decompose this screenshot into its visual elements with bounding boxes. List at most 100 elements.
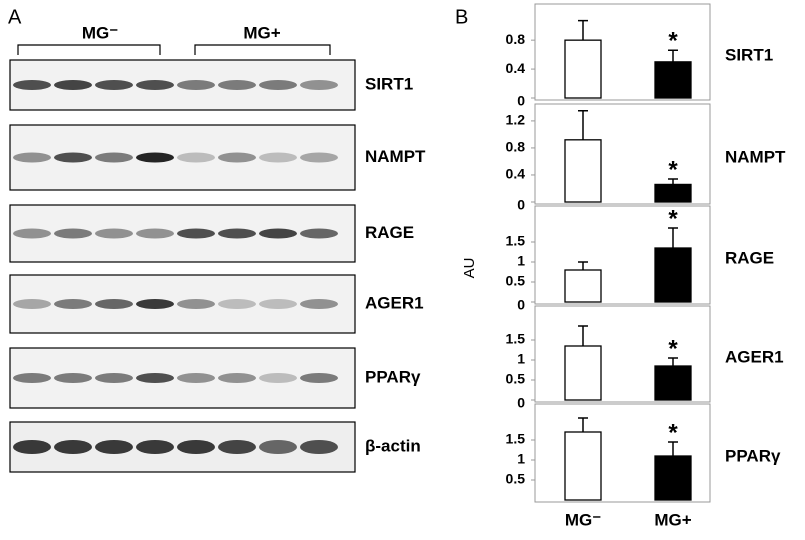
y-tick-label: 1.2 xyxy=(506,112,526,128)
y-tick-label: 1.5 xyxy=(506,331,526,347)
chart-label: SIRT1 xyxy=(725,45,773,64)
chart-label: PPARγ xyxy=(725,446,781,465)
group-bracket xyxy=(17,44,161,55)
chart-label: RAGE xyxy=(725,248,774,267)
error-bar xyxy=(668,49,678,62)
blot-band xyxy=(136,440,174,454)
bar-chart: 0 0.4 0.8 1.2 * NAMPT xyxy=(506,103,786,213)
group-bracket xyxy=(194,44,331,55)
y-tick-label: 0.4 xyxy=(506,60,526,76)
bar xyxy=(564,139,602,203)
error-bar xyxy=(668,227,678,248)
blot-band xyxy=(300,373,338,383)
blot-band xyxy=(54,299,92,309)
blot-band xyxy=(13,152,51,163)
significance-marker: * xyxy=(668,205,678,232)
blot-band xyxy=(218,299,256,309)
blot-band xyxy=(218,373,256,383)
y-tick-label: 1.5 xyxy=(506,233,526,249)
y-tick-label: 0.5 xyxy=(506,471,526,487)
blot-band xyxy=(218,152,256,163)
y-tick-label: 1.5 xyxy=(506,431,526,447)
blot-label: β-actin xyxy=(365,436,421,455)
y-tick-label: 0 xyxy=(517,93,525,109)
blot-band xyxy=(54,228,92,239)
blot-band xyxy=(136,373,174,383)
y-tick-label: 0 xyxy=(517,297,525,313)
blot-band xyxy=(177,440,215,454)
y-tick-label: 1 xyxy=(517,253,525,269)
panel-label: A xyxy=(8,6,22,28)
y-tick-label: 0 xyxy=(517,197,525,213)
blot-label: SIRT1 xyxy=(365,74,413,93)
y-axis-label: AU xyxy=(461,258,478,279)
error-bar xyxy=(578,417,588,432)
y-tick-label: 0.8 xyxy=(506,31,526,47)
blot-band xyxy=(177,152,215,163)
blot-band xyxy=(259,440,297,454)
blot-band xyxy=(259,373,297,383)
y-tick-label: 1 xyxy=(517,351,525,367)
bar xyxy=(654,247,692,303)
blot-label: RAGE xyxy=(365,223,414,242)
blot-band xyxy=(54,440,92,454)
x-tick-label: MG⁻ xyxy=(565,510,601,529)
bar xyxy=(654,61,692,99)
blot-band xyxy=(259,80,297,90)
plot-frame xyxy=(534,403,711,503)
plot-frame xyxy=(534,103,711,205)
blot-band xyxy=(13,299,51,309)
bar-chart: 0.5 1 1.5 * PPARγ xyxy=(506,403,781,503)
blot-band xyxy=(300,152,338,163)
plot-frame xyxy=(534,205,711,305)
blot-band xyxy=(259,299,297,309)
error-bar xyxy=(578,19,588,41)
bar xyxy=(654,183,692,203)
chart-label: NAMPT xyxy=(725,147,786,166)
bar xyxy=(564,345,602,401)
bar xyxy=(564,269,602,303)
blot-band xyxy=(95,152,133,163)
y-tick-label: 0 xyxy=(517,395,525,411)
blot-band xyxy=(13,440,51,454)
blot-band xyxy=(95,440,133,454)
error-bar xyxy=(578,325,588,346)
bar-chart: 0 0.4 0.8 * SIRT1 xyxy=(506,3,773,109)
panel-label: B xyxy=(455,6,468,28)
y-tick-label: 0.5 xyxy=(506,371,526,387)
y-tick-label: 0.4 xyxy=(506,166,526,182)
group-label: MG+ xyxy=(243,23,280,42)
blot-band xyxy=(13,373,51,383)
blot-band xyxy=(13,228,51,239)
bar-chart: 0 0.5 1 1.5 * AGER1 xyxy=(506,305,784,411)
bar xyxy=(564,39,602,99)
bar xyxy=(654,365,692,401)
blot-label: PPARγ xyxy=(365,367,421,386)
blot-band xyxy=(218,228,256,239)
significance-marker: * xyxy=(668,28,678,55)
y-tick-label: 0.5 xyxy=(506,273,526,289)
blot-band xyxy=(177,299,215,309)
chart-label: AGER1 xyxy=(725,347,784,366)
y-tick-label: 0.8 xyxy=(506,139,526,155)
blot-band xyxy=(177,80,215,90)
blot-band xyxy=(300,80,338,90)
blot-band xyxy=(259,152,297,163)
significance-marker: * xyxy=(668,156,678,183)
error-bar xyxy=(578,110,588,140)
blot-band xyxy=(54,373,92,383)
blot-band xyxy=(177,228,215,239)
bar xyxy=(654,455,692,501)
blot-band xyxy=(136,152,174,163)
blot-band xyxy=(136,299,174,309)
significance-marker: * xyxy=(668,419,678,446)
blot-band xyxy=(54,80,92,90)
error-bar xyxy=(668,441,678,456)
blot-band xyxy=(218,440,256,454)
error-bar xyxy=(668,357,678,366)
blot-band xyxy=(95,228,133,239)
group-label: MG⁻ xyxy=(82,23,118,42)
blot-band xyxy=(136,80,174,90)
blot-band xyxy=(177,373,215,383)
